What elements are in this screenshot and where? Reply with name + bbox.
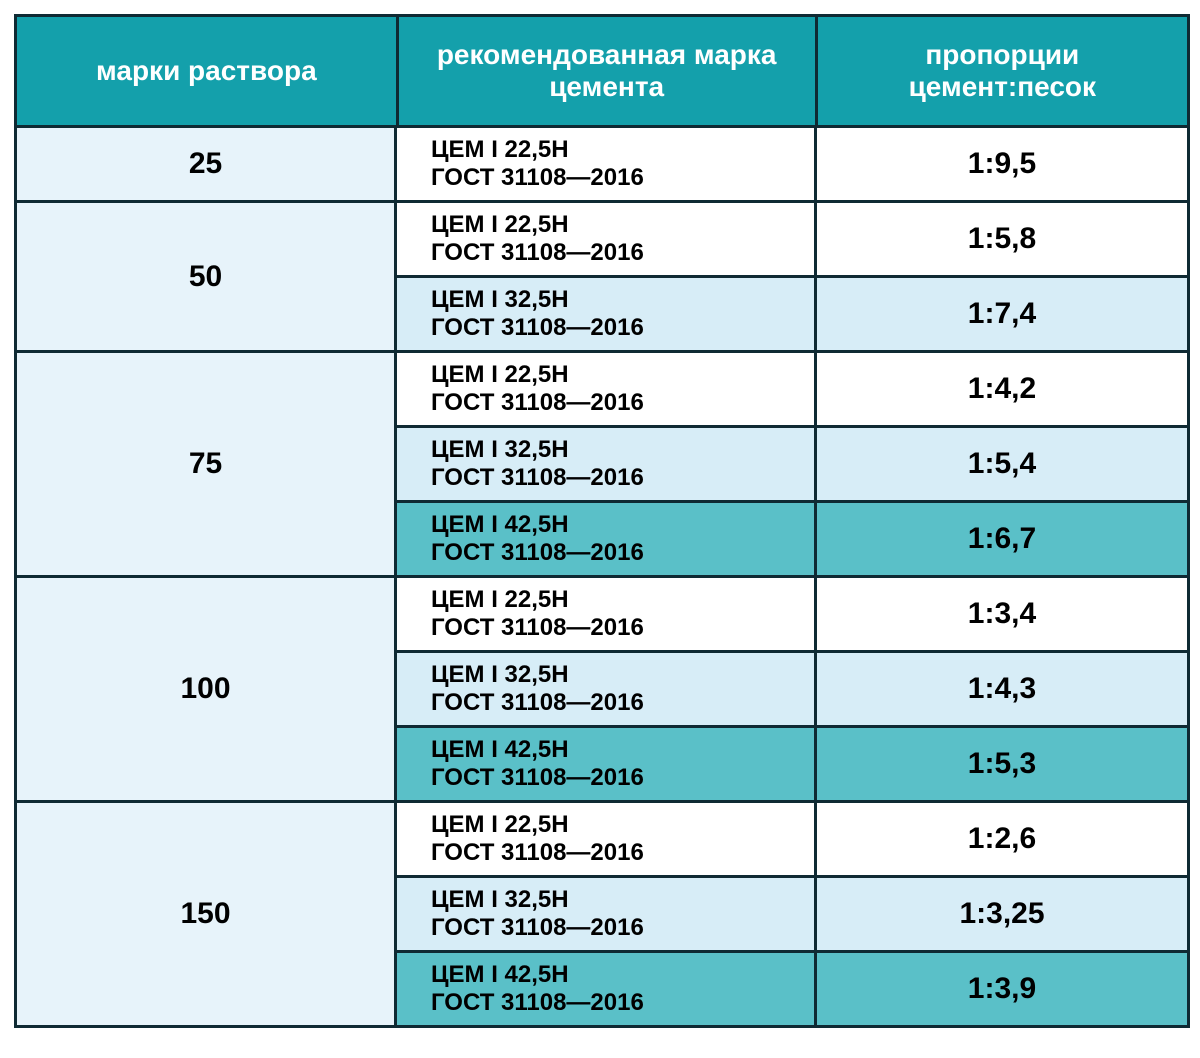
sub-row: ЦЕМ I 32,5НГОСТ 31108—20161:7,4	[397, 275, 1187, 350]
cement-cell: ЦЕМ I 32,5НГОСТ 31108—2016	[397, 653, 817, 725]
cement-cell: ЦЕМ I 42,5НГОСТ 31108—2016	[397, 728, 817, 800]
cement-line-1: ЦЕМ I 22,5Н	[431, 136, 804, 164]
cement-cell: ЦЕМ I 22,5НГОСТ 31108—2016	[397, 203, 817, 275]
ratio-cell: 1:7,4	[817, 278, 1187, 350]
sub-row: ЦЕМ I 42,5НГОСТ 31108—20161:5,3	[397, 725, 1187, 800]
cement-cell: ЦЕМ I 22,5НГОСТ 31108—2016	[397, 128, 817, 200]
ratio-cell: 1:2,6	[817, 803, 1187, 875]
table-row: 75ЦЕМ I 22,5НГОСТ 31108—20161:4,2ЦЕМ I 3…	[17, 350, 1187, 575]
ratio-cell: 1:3,4	[817, 578, 1187, 650]
sub-row: ЦЕМ I 32,5НГОСТ 31108—20161:5,4	[397, 425, 1187, 500]
cement-line-2: ГОСТ 31108—2016	[431, 689, 804, 717]
cement-line-1: ЦЕМ I 22,5Н	[431, 811, 804, 839]
cement-line-2: ГОСТ 31108—2016	[431, 464, 804, 492]
grade-cell: 50	[17, 203, 397, 350]
cement-line-1: ЦЕМ I 22,5Н	[431, 211, 804, 239]
grade-cell: 25	[17, 128, 397, 200]
sub-row: ЦЕМ I 32,5НГОСТ 31108—20161:4,3	[397, 650, 1187, 725]
sub-row: ЦЕМ I 22,5НГОСТ 31108—20161:2,6	[397, 803, 1187, 875]
sub-row: ЦЕМ I 42,5НГОСТ 31108—20161:3,9	[397, 950, 1187, 1025]
cement-line-2: ГОСТ 31108—2016	[431, 839, 804, 867]
ratio-cell: 1:4,3	[817, 653, 1187, 725]
cement-line-1: ЦЕМ I 22,5Н	[431, 361, 804, 389]
cement-line-2: ГОСТ 31108—2016	[431, 389, 804, 417]
cement-line-2: ГОСТ 31108—2016	[431, 164, 804, 192]
grade-cell: 150	[17, 803, 397, 1025]
col-header-cement: рекомендованная марка цемента	[396, 17, 815, 125]
grade-cell: 100	[17, 578, 397, 800]
grade-cell: 75	[17, 353, 397, 575]
sub-row: ЦЕМ I 22,5НГОСТ 31108—20161:5,8	[397, 203, 1187, 275]
ratio-cell: 1:3,25	[817, 878, 1187, 950]
ratio-cell: 1:3,9	[817, 953, 1187, 1025]
sub-row: ЦЕМ I 22,5НГОСТ 31108—20161:3,4	[397, 578, 1187, 650]
cement-line-1: ЦЕМ I 32,5Н	[431, 886, 804, 914]
table-row: 100ЦЕМ I 22,5НГОСТ 31108—20161:3,4ЦЕМ I …	[17, 575, 1187, 800]
cement-line-1: ЦЕМ I 32,5Н	[431, 286, 804, 314]
cement-line-2: ГОСТ 31108—2016	[431, 989, 804, 1017]
cement-cell: ЦЕМ I 42,5НГОСТ 31108—2016	[397, 953, 817, 1025]
cement-proportions-table: марки раствора рекомендованная марка цем…	[14, 14, 1190, 1028]
sub-row: ЦЕМ I 42,5НГОСТ 31108—20161:6,7	[397, 500, 1187, 575]
cement-line-1: ЦЕМ I 42,5Н	[431, 511, 804, 539]
cement-cell: ЦЕМ I 22,5НГОСТ 31108—2016	[397, 578, 817, 650]
cement-line-2: ГОСТ 31108—2016	[431, 539, 804, 567]
cement-line-1: ЦЕМ I 32,5Н	[431, 436, 804, 464]
sub-row: ЦЕМ I 22,5НГОСТ 31108—20161:9,5	[397, 128, 1187, 200]
cement-line-1: ЦЕМ I 22,5Н	[431, 586, 804, 614]
table-row: 150ЦЕМ I 22,5НГОСТ 31108—20161:2,6ЦЕМ I …	[17, 800, 1187, 1025]
cement-line-1: ЦЕМ I 42,5Н	[431, 961, 804, 989]
cement-line-2: ГОСТ 31108—2016	[431, 614, 804, 642]
col-header-ratio: пропорции цемент:песок	[815, 17, 1187, 125]
cement-line-1: ЦЕМ I 32,5Н	[431, 661, 804, 689]
ratio-cell: 1:6,7	[817, 503, 1187, 575]
cement-line-1: ЦЕМ I 42,5Н	[431, 736, 804, 764]
cement-cell: ЦЕМ I 22,5НГОСТ 31108—2016	[397, 353, 817, 425]
ratio-cell: 1:5,8	[817, 203, 1187, 275]
cement-line-2: ГОСТ 31108—2016	[431, 314, 804, 342]
cement-cell: ЦЕМ I 32,5НГОСТ 31108—2016	[397, 428, 817, 500]
sub-row: ЦЕМ I 32,5НГОСТ 31108—20161:3,25	[397, 875, 1187, 950]
cement-cell: ЦЕМ I 42,5НГОСТ 31108—2016	[397, 503, 817, 575]
cement-cell: ЦЕМ I 32,5НГОСТ 31108—2016	[397, 278, 817, 350]
cement-line-2: ГОСТ 31108—2016	[431, 239, 804, 267]
ratio-cell: 1:9,5	[817, 128, 1187, 200]
table-body: 25ЦЕМ I 22,5НГОСТ 31108—20161:9,550ЦЕМ I…	[17, 125, 1187, 1025]
cement-line-2: ГОСТ 31108—2016	[431, 764, 804, 792]
col-header-grade: марки раствора	[17, 17, 396, 125]
table-row: 50ЦЕМ I 22,5НГОСТ 31108—20161:5,8ЦЕМ I 3…	[17, 200, 1187, 350]
sub-row: ЦЕМ I 22,5НГОСТ 31108—20161:4,2	[397, 353, 1187, 425]
ratio-cell: 1:5,3	[817, 728, 1187, 800]
cement-cell: ЦЕМ I 32,5НГОСТ 31108—2016	[397, 878, 817, 950]
ratio-cell: 1:5,4	[817, 428, 1187, 500]
cement-cell: ЦЕМ I 22,5НГОСТ 31108—2016	[397, 803, 817, 875]
ratio-cell: 1:4,2	[817, 353, 1187, 425]
table-row: 25ЦЕМ I 22,5НГОСТ 31108—20161:9,5	[17, 125, 1187, 200]
table-header: марки раствора рекомендованная марка цем…	[17, 17, 1187, 125]
cement-line-2: ГОСТ 31108—2016	[431, 914, 804, 942]
